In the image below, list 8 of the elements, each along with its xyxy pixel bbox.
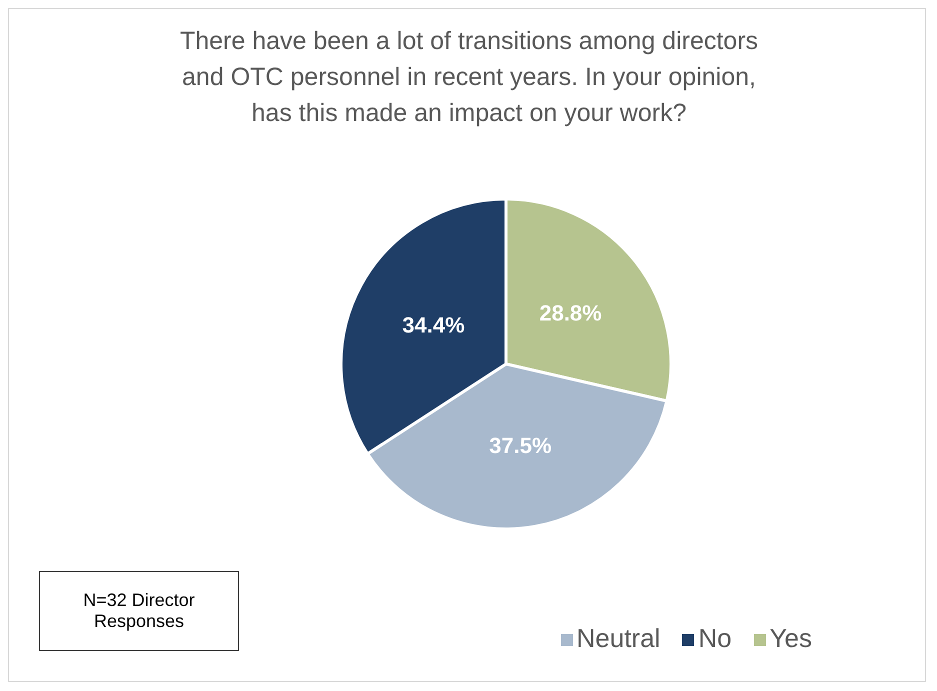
legend-label: No	[698, 623, 732, 653]
legend-label: Yes	[770, 623, 812, 653]
note-box: N=32 Director Responses	[39, 571, 239, 651]
chart-title: There have been a lot of transitions among directors and OTC personnel in recent years. In your opinion, has this made an impact on your work?	[178, 26, 760, 129]
data-label: 28.8%	[539, 300, 602, 326]
legend-label: Neutral	[576, 623, 660, 653]
data-label: 37.5%	[489, 433, 552, 458]
data-label: 34.4%	[402, 312, 465, 338]
